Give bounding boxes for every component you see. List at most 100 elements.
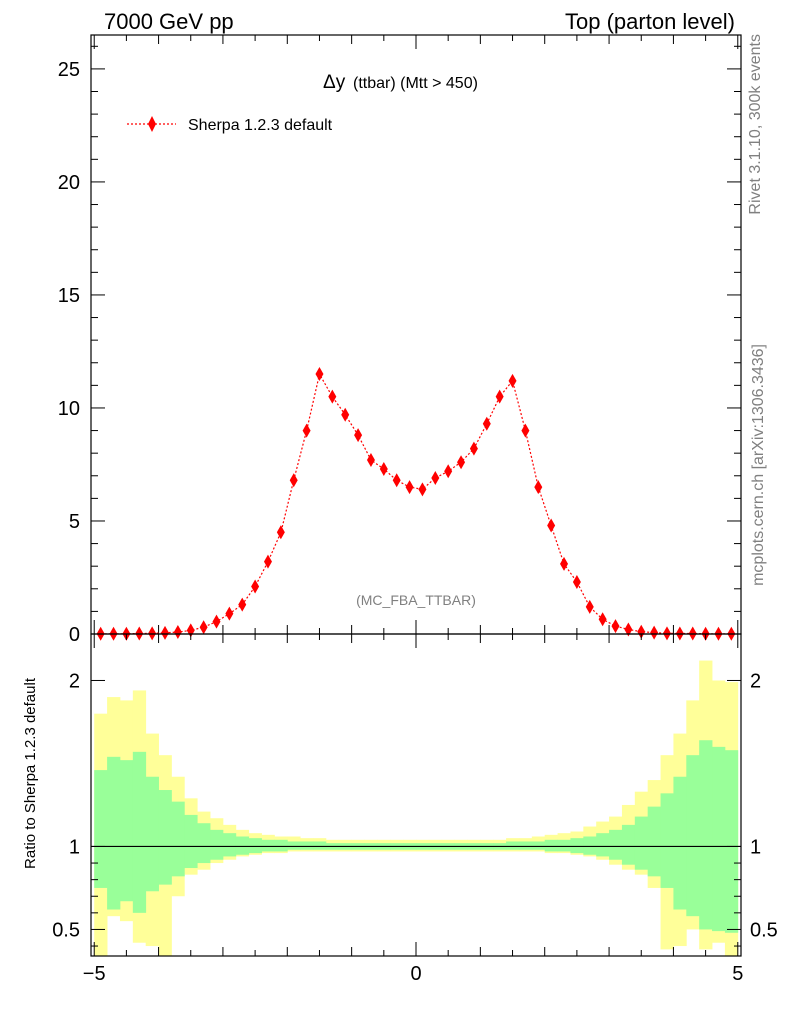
ratio-inner-band-bin [699, 740, 713, 930]
ratio-inner-band-bin [107, 756, 121, 910]
mcplots-source-label: mcplots.cern.ch [arXiv:1306.3436] [750, 344, 767, 586]
sherpa-data-point [457, 455, 466, 470]
ratio-inner-band-bin [724, 750, 739, 933]
ratio-axis-ticks [91, 634, 741, 956]
main-y-tick-label: 20 [58, 172, 80, 194]
ratio-panel: 0.5 1 2 0.5 1 2 −5 0 5 Ratio to Sherpa 1.2.3 d… [22, 633, 778, 985]
ratio-inner-band-bin [583, 836, 597, 855]
ratio-inner-band-bin [660, 793, 674, 888]
sherpa-data-point [624, 622, 633, 637]
main-y-tick-label: 5 [69, 511, 80, 533]
x-tick-label: −5 [83, 963, 106, 985]
ratio-y-tick-label: 1 [69, 836, 80, 858]
sherpa-data-point [585, 599, 594, 614]
sherpa-data-point [251, 579, 260, 594]
main-y-tick-label: 15 [58, 285, 80, 307]
ratio-inner-band-bin [557, 839, 571, 852]
x-tick-labels: −5 0 5 [83, 963, 744, 985]
sherpa-data-point [444, 464, 453, 479]
sherpa-data-point [225, 606, 234, 621]
x-tick-label: 0 [410, 963, 421, 985]
main-title-rest: (ttbar) (Mtt > 450) [353, 75, 478, 92]
sherpa-data-point [598, 612, 607, 627]
sherpa-data-point [328, 389, 337, 404]
ratio-y-tick-label-right: 1 [750, 836, 761, 858]
ratio-inner-band-bin [621, 824, 636, 865]
ratio-y-tick-label-right: 0.5 [750, 919, 778, 941]
ratio-inner-band-bin [712, 746, 726, 932]
ratio-y-tick-labels-right: 0.5 1 2 [750, 670, 778, 941]
sherpa-data-point [662, 626, 671, 641]
sherpa-data-point [173, 624, 182, 639]
sherpa-data-point [366, 452, 375, 467]
ratio-inner-band-bin [261, 839, 275, 852]
ratio-inner-band-bin [184, 814, 198, 869]
ratio-inner-band-bin [94, 770, 108, 888]
sherpa-data-point [418, 482, 427, 497]
sherpa-data-point [637, 624, 646, 639]
sherpa-data-point [547, 518, 556, 533]
ratio-inner-band-bin [274, 839, 288, 852]
ratio-inner-band-bin [119, 760, 134, 902]
header-process-label: Top (parton level) [565, 9, 735, 34]
ratio-inner-band-bin [158, 790, 172, 885]
ratio-inner-band-bin [647, 806, 661, 877]
x-tick-label: 5 [732, 963, 743, 985]
sherpa-data-point [276, 525, 285, 540]
ratio-inner-band-bin [544, 839, 558, 852]
sherpa-data-point [238, 597, 247, 612]
ratio-inner-band-bin [171, 801, 185, 877]
ratio-y-tick-label-right: 2 [750, 670, 761, 692]
sherpa-data-point [405, 480, 414, 495]
sherpa-data-point [263, 554, 272, 569]
ratio-y-tick-labels-left: 0.5 1 2 [52, 670, 80, 941]
sherpa-data-point [289, 473, 298, 488]
sherpa-data-point [161, 625, 170, 640]
ratio-inner-band-bin [210, 829, 224, 860]
analysis-watermark: (MC_FBA_TTBAR) [356, 592, 476, 608]
sherpa-data-point [650, 625, 659, 640]
sherpa-series-markers [96, 367, 736, 641]
legend: Sherpa 1.2.3 default [127, 116, 333, 134]
ratio-inner-band-bin [145, 776, 159, 892]
sherpa-data-point [341, 407, 350, 422]
sherpa-data-point [611, 619, 620, 634]
ratio-inner-band-bin [570, 838, 584, 854]
sherpa-data-point [469, 441, 478, 456]
sherpa-data-point [212, 614, 221, 629]
main-y-tick-label: 10 [58, 398, 80, 420]
sherpa-data-point [199, 620, 208, 635]
main-title-delta-y: Δy [323, 72, 346, 93]
sherpa-data-point [379, 461, 388, 476]
ratio-frame [90, 633, 742, 957]
ratio-inner-band-bin [248, 838, 262, 854]
ratio-inner-band-bin [197, 823, 211, 864]
sherpa-data-point [315, 367, 324, 382]
ratio-inner-band-bin [531, 841, 546, 850]
main-panel: 0 5 10 15 20 25 Δy (ttbar) (Mtt > 450) Sherpa… [58, 34, 742, 646]
ratio-inner-band-bin [313, 841, 327, 850]
ratio-inner-band-bin [686, 755, 700, 917]
main-y-tick-label: 0 [69, 624, 80, 646]
sherpa-data-point [431, 471, 440, 486]
ratio-y-axis-label: Ratio to Sherpa 1.2.3 default [22, 677, 39, 869]
sherpa-data-point [354, 428, 363, 443]
sherpa-data-point [302, 423, 311, 438]
ratio-inner-band-bin [518, 841, 533, 850]
ratio-inner-band-bin [132, 751, 147, 913]
legend-label: Sherpa 1.2.3 default [188, 117, 333, 134]
ratio-outer-band [94, 660, 739, 956]
sherpa-data-point [560, 556, 569, 571]
sherpa-data-point [508, 373, 517, 388]
sherpa-data-point [572, 575, 581, 590]
ratio-inner-band [94, 740, 739, 933]
header-energy-label: 7000 GeV pp [104, 9, 234, 34]
main-y-tick-label: 25 [58, 59, 80, 81]
ratio-inner-band-bin [596, 833, 610, 857]
ratio-inner-band-bin [609, 829, 623, 860]
ratio-inner-band-bin [235, 836, 250, 855]
sherpa-data-point [392, 473, 401, 488]
legend-diamond-icon [148, 116, 156, 132]
sherpa-data-point [534, 480, 543, 495]
